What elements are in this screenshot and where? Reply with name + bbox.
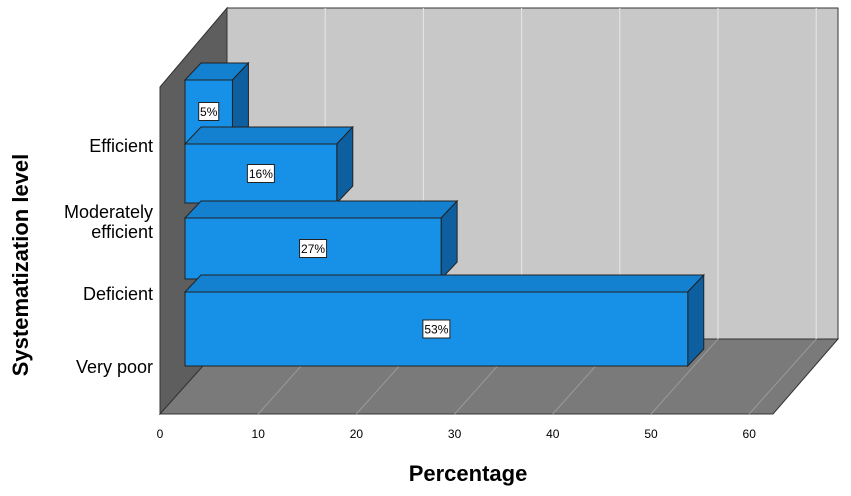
x-axis-ticks: 0 10 20 30 40 50 60 <box>157 427 757 441</box>
category-label: Very poor <box>76 357 153 377</box>
x-axis-title: Percentage <box>409 461 528 486</box>
bars: 5% 16% 27% 53% <box>183 61 705 368</box>
data-label: 16% <box>246 164 275 183</box>
data-label: 53% <box>422 319 451 339</box>
bar-top <box>183 274 705 293</box>
data-label-text: 53% <box>424 323 448 337</box>
x-tick-label: 30 <box>448 427 462 441</box>
gridline-floor <box>650 338 719 415</box>
data-label-box <box>299 239 328 258</box>
category-label: Deficient <box>83 284 153 304</box>
gridline-floor <box>748 338 817 415</box>
category-label: Efficient <box>89 136 153 156</box>
data-label-text: 27% <box>301 242 325 256</box>
category-label: Moderately <box>64 202 153 222</box>
bar: 5% <box>183 61 250 145</box>
bar: 16% <box>183 125 354 205</box>
x-tick-label: 60 <box>743 427 757 441</box>
data-label: 27% <box>299 239 328 258</box>
data-label-box <box>246 164 275 183</box>
bar-top <box>183 200 459 219</box>
x-tick-label: 40 <box>546 427 560 441</box>
y-axis-title: Systematization level <box>8 154 33 377</box>
data-label-text: 5% <box>200 105 218 119</box>
x-tick-label: 20 <box>350 427 364 441</box>
category-label: efficient <box>91 222 153 242</box>
x-tick-label: 10 <box>252 427 266 441</box>
bar-top <box>183 126 354 145</box>
bar: 27% <box>183 199 459 281</box>
data-label: 5% <box>198 102 220 121</box>
x-tick-label: 50 <box>644 427 658 441</box>
x-tick-label: 0 <box>157 427 164 441</box>
data-label-box <box>198 102 220 121</box>
data-label-box <box>422 319 451 339</box>
data-label-text: 16% <box>249 167 273 181</box>
bar: 53% <box>183 273 705 368</box>
